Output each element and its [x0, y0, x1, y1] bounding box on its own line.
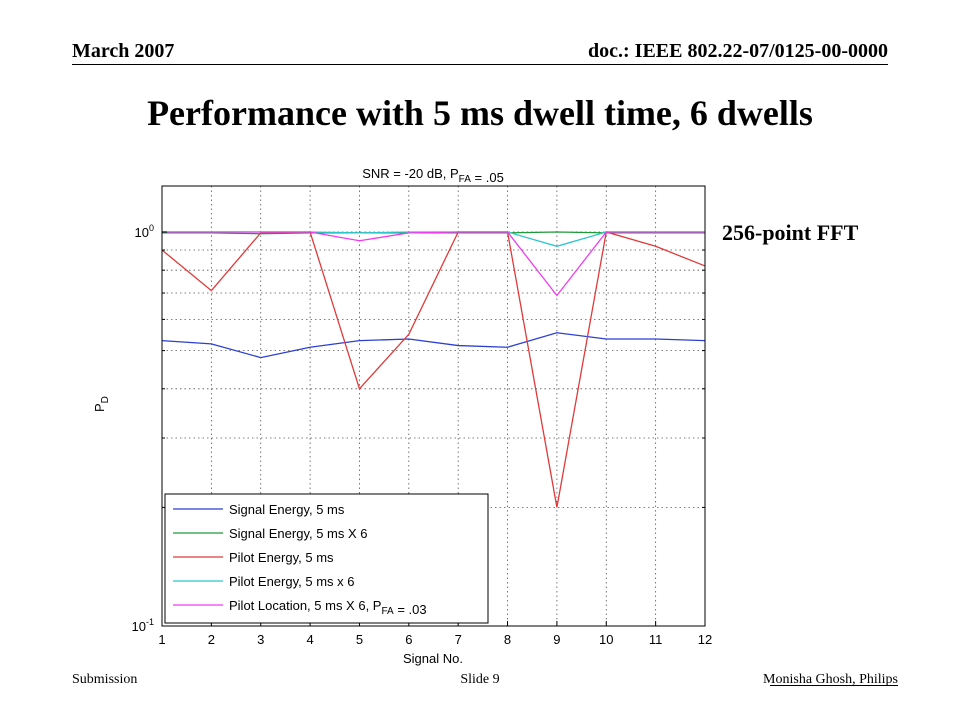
- x-tick-label: 6: [405, 632, 412, 647]
- x-tick-label: 1: [158, 632, 165, 647]
- series-line-4: [162, 231, 705, 247]
- footer-left: Submission: [72, 672, 138, 687]
- x-tick-label: 8: [504, 632, 511, 647]
- chart-title: SNR = -20 dB, PFA = .05: [362, 166, 504, 185]
- header-doc-id: doc.: IEEE 802.22-07/0125-00-0000: [588, 40, 888, 62]
- legend-entry: Signal Energy, 5 ms: [229, 502, 345, 517]
- legend-entry: Signal Energy, 5 ms X 6: [229, 526, 368, 541]
- footer-rule: [770, 685, 898, 686]
- y-axis-label: PD: [92, 396, 111, 412]
- x-tick-label: 12: [698, 632, 712, 647]
- y-tick-label: 10-1: [132, 617, 154, 634]
- series-line-1: [161, 332, 706, 359]
- chart-series: [161, 231, 706, 508]
- x-tick-label: 3: [257, 632, 264, 647]
- x-axis-label: Signal No.: [403, 651, 463, 666]
- x-tick-label: 4: [306, 632, 313, 647]
- slide-title: Performance with 5 ms dwell time, 6 dwel…: [147, 93, 813, 133]
- footer-author: Monisha Ghosh, Philips: [763, 672, 898, 687]
- header-date: March 2007: [72, 40, 175, 62]
- y-tick-label: 100: [135, 223, 154, 240]
- x-tick-label: 9: [553, 632, 560, 647]
- x-tick-label: 5: [356, 632, 363, 647]
- legend-entry: Pilot Energy, 5 ms: [229, 550, 334, 565]
- footer-slide-number: Slide 9: [460, 672, 500, 687]
- x-tick-label: 10: [599, 632, 613, 647]
- series-line-5: [162, 231, 705, 297]
- x-tick-label: 7: [455, 632, 462, 647]
- header-rule: [72, 64, 888, 65]
- legend-box: [164, 493, 489, 624]
- fft-size-label: 256-point FFT: [722, 220, 859, 245]
- x-tick-label: 11: [649, 632, 663, 647]
- plot-frame: [161, 185, 706, 627]
- legend-entry: Pilot Energy, 5 ms x 6: [229, 574, 354, 589]
- chart-legend: Signal Energy, 5 ms Signal Energy, 5 ms X…: [164, 493, 489, 624]
- legend-entry: Pilot Location, 5 ms X 6, PFA = .03: [229, 598, 427, 617]
- x-tick-label: 2: [208, 632, 215, 647]
- series-line-3: [161, 231, 706, 508]
